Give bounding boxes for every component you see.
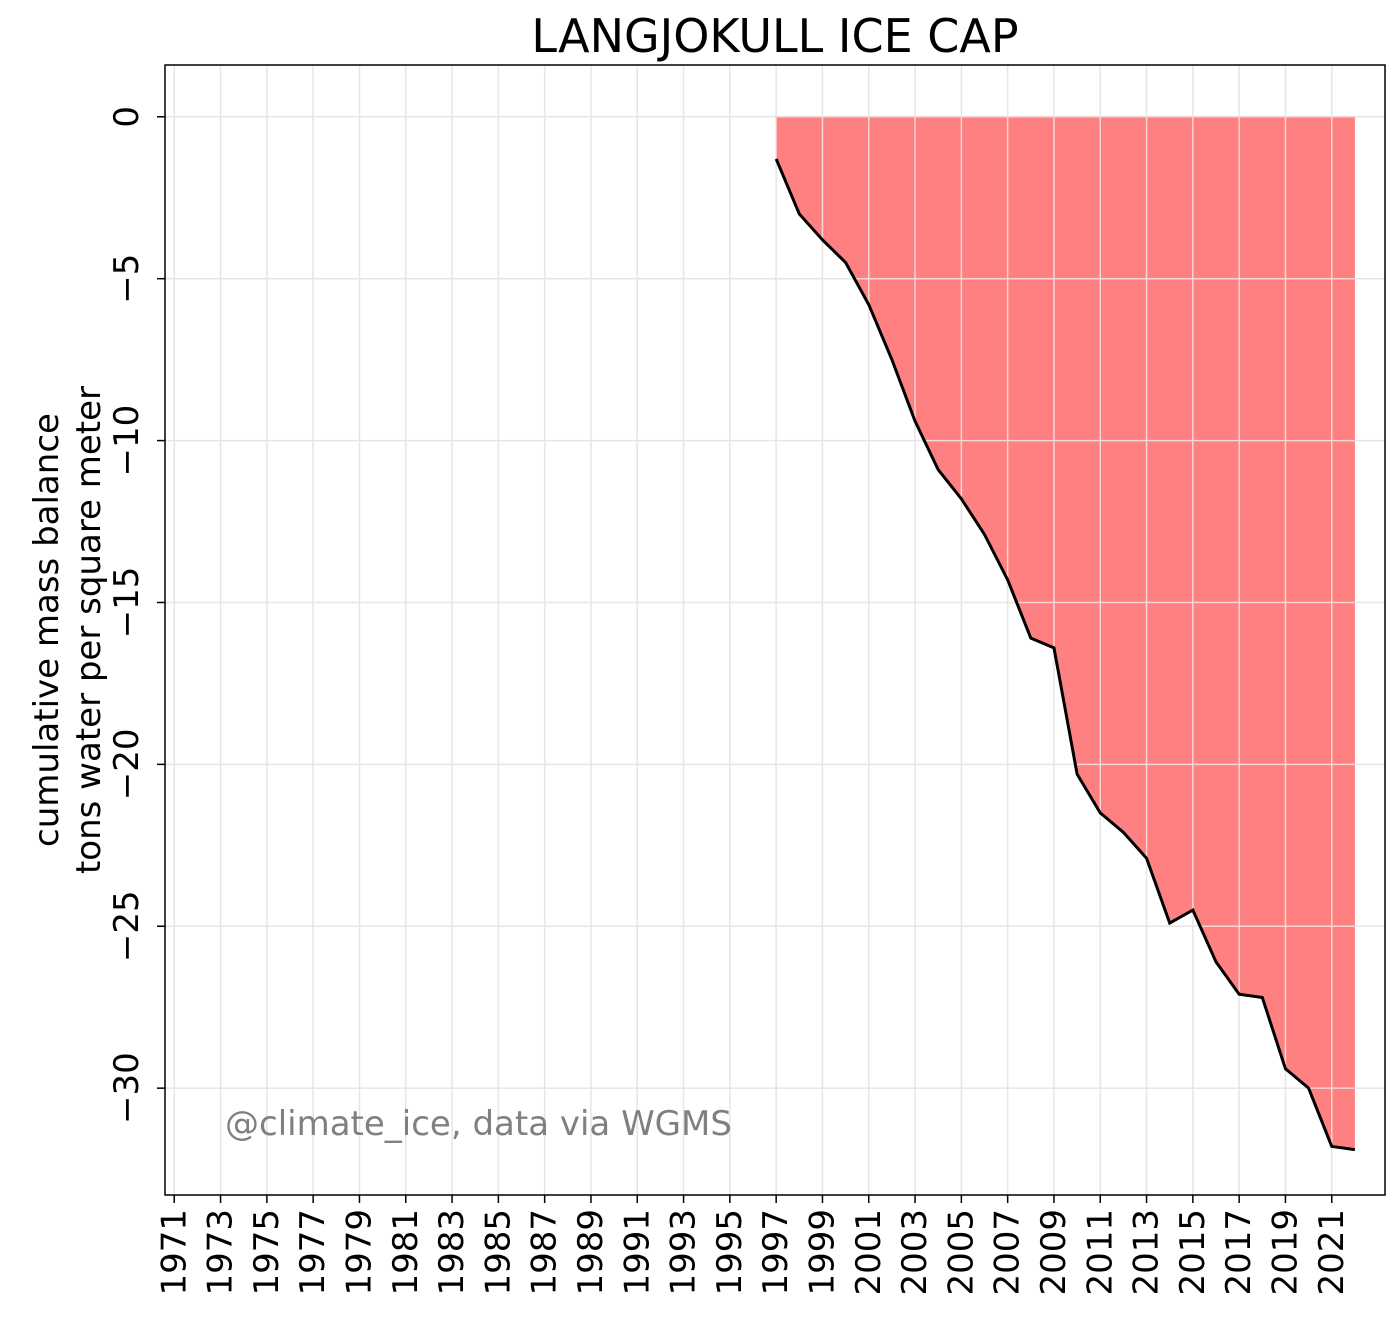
x-tick-label: 1985 [478,1209,518,1296]
axis-ticks: 1971 1973 1975 1977 1979 1981 1983 1985 1987 1989… [107,106,1352,1296]
x-tick-label: 2001 [849,1209,889,1296]
x-tick-label: 1995 [710,1209,750,1296]
x-tick-label: 2013 [1127,1209,1167,1296]
y-tick-label: −20 [107,728,147,800]
x-tick-label: 2021 [1312,1209,1352,1296]
data-line-layer [774,158,1356,1152]
x-tick-label: 2009 [1034,1209,1074,1296]
y-axis-label-line-1: cumulative mass balance [27,413,67,847]
x-tick-label: 1987 [525,1209,565,1296]
x-tick-label: 2005 [941,1209,981,1296]
x-tick-label: 2017 [1219,1209,1259,1296]
x-tick-label: 1989 [571,1209,611,1296]
mass-balance-area [776,116,1355,1150]
chart-title: LANGJOKULL ICE CAP [531,9,1018,63]
y-tick-label: 0 [107,106,147,128]
x-tick-label: 1977 [293,1209,333,1296]
x-tick-label: 2011 [1080,1209,1120,1296]
x-tick-label: 1973 [201,1209,241,1296]
y-tick-label: −30 [107,1052,147,1124]
x-tick-label: 2019 [1265,1209,1305,1296]
mass-balance-line [774,158,1356,1152]
x-tick-label: 1991 [617,1209,657,1296]
x-tick-label: 1979 [339,1209,379,1296]
x-tick-label: 2003 [895,1209,935,1296]
x-tick-label: 1993 [664,1209,704,1296]
y-tick-label: −25 [107,890,147,962]
x-tick-label: 1999 [802,1209,842,1296]
y-tick-label: −15 [107,567,147,639]
x-tick-label: 1975 [247,1209,287,1296]
plot-frame [164,64,1386,1196]
x-tick-label: 2015 [1173,1209,1213,1296]
x-tick-label: 1997 [756,1209,796,1296]
x-tick-label: 1981 [386,1209,426,1296]
credit-annotation: @climate_ice, data via WGMS [225,1104,732,1144]
x-tick-label: 1983 [432,1209,472,1296]
x-tick-label: 1971 [154,1209,194,1296]
y-axis-label-line-2: tons water per square meter [69,386,109,874]
y-tick-label: −10 [107,405,147,477]
x-tick-label: 2007 [988,1209,1028,1296]
y-tick-label: −5 [107,254,147,304]
data-area-layer [776,116,1355,1150]
